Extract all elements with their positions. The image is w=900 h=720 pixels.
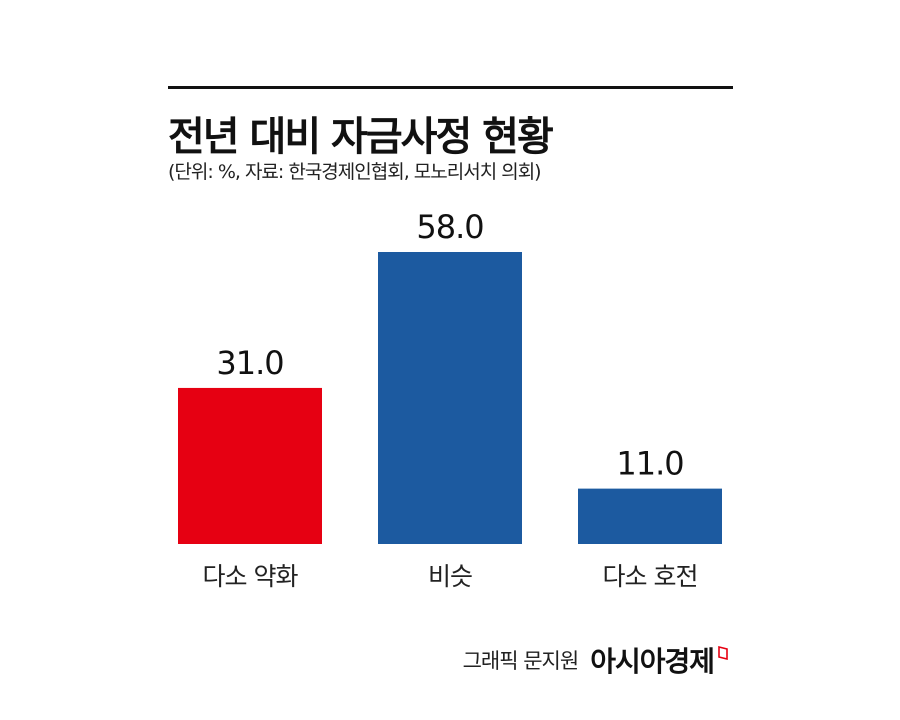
category-label-2: 비슷	[428, 562, 472, 591]
credit-line: 그래픽 문지원 아시아경제	[463, 640, 728, 680]
top-rule	[168, 86, 733, 89]
chart-subtitle: (단위: %, 자료: 한국경제인협회, 모노리서치 의회)	[168, 161, 542, 183]
value-label-2: 58.0	[416, 208, 483, 246]
graphic-credit: 그래픽 문지원	[462, 649, 580, 673]
bar-3	[578, 488, 722, 544]
bars-group: 31.0 다소 약화 58.0 비슷 11.0 다소 호전	[178, 208, 722, 591]
chart-title: 전년 대비 자금사정 현황	[168, 114, 554, 160]
category-label-1: 다소 약화	[203, 562, 299, 591]
value-label-3: 11.0	[616, 445, 683, 483]
brand-logo: 아시아경제	[590, 645, 715, 678]
value-label-1: 31.0	[216, 344, 283, 382]
category-label-3: 다소 호전	[603, 562, 698, 591]
bar-2	[378, 252, 522, 544]
bar-1	[178, 387, 322, 544]
brand-mark-icon	[718, 646, 728, 660]
